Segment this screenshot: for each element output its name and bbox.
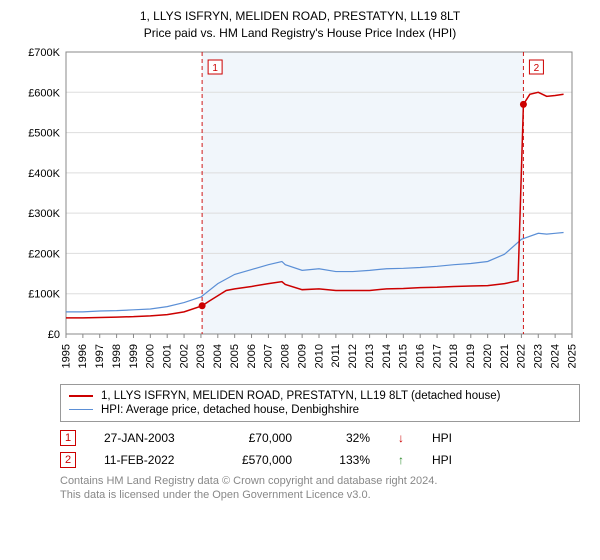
svg-text:£0: £0 xyxy=(48,329,60,341)
svg-text:1999: 1999 xyxy=(128,344,140,368)
title-line-2: Price paid vs. HM Land Registry's House … xyxy=(14,25,586,42)
svg-text:2: 2 xyxy=(534,63,540,74)
svg-text:£300K: £300K xyxy=(28,208,60,220)
svg-text:£500K: £500K xyxy=(28,127,60,139)
legend-label: 1, LLYS ISFRYN, MELIDEN ROAD, PRESTATYN,… xyxy=(101,390,500,402)
legend-item: 1, LLYS ISFRYN, MELIDEN ROAD, PRESTATYN,… xyxy=(69,389,571,403)
title-line-1: 1, LLYS ISFRYN, MELIDEN ROAD, PRESTATYN,… xyxy=(14,8,586,25)
svg-text:£100K: £100K xyxy=(28,288,60,300)
attribution: Contains HM Land Registry data © Crown c… xyxy=(60,474,586,503)
svg-text:1997: 1997 xyxy=(94,344,106,368)
title-block: 1, LLYS ISFRYN, MELIDEN ROAD, PRESTATYN,… xyxy=(14,8,586,42)
legend-box: 1, LLYS ISFRYN, MELIDEN ROAD, PRESTATYN,… xyxy=(60,384,580,422)
chart-area: £0 £100K £200K £300K £400K £500K £600K £700K 199… xyxy=(20,48,580,378)
svg-text:£700K: £700K xyxy=(28,48,60,59)
marker-date: 11-FEB-2022 xyxy=(104,453,194,467)
svg-text:2020: 2020 xyxy=(482,344,494,368)
svg-text:2013: 2013 xyxy=(364,344,376,368)
svg-text:2010: 2010 xyxy=(313,344,325,368)
chart-container: 1, LLYS ISFRYN, MELIDEN ROAD, PRESTATYN,… xyxy=(0,0,600,560)
marker-table: 1 27-JAN-2003 £70,000 32% ↓ HPI 2 11-FEB… xyxy=(60,430,586,468)
svg-text:2011: 2011 xyxy=(330,344,342,368)
svg-text:2015: 2015 xyxy=(398,344,410,368)
svg-text:2025: 2025 xyxy=(566,344,578,368)
legend-swatch xyxy=(69,409,93,410)
svg-text:2023: 2023 xyxy=(533,344,545,368)
attrib-line-2: This data is licensed under the Open Gov… xyxy=(60,488,586,502)
legend-item: HPI: Average price, detached house, Denb… xyxy=(69,403,571,417)
svg-text:£200K: £200K xyxy=(28,248,60,260)
svg-text:2012: 2012 xyxy=(347,344,359,368)
marker-row: 1 27-JAN-2003 £70,000 32% ↓ HPI xyxy=(60,430,586,446)
chart-svg: £0 £100K £200K £300K £400K £500K £600K £700K 199… xyxy=(20,48,580,378)
marker-suffix: HPI xyxy=(432,431,452,445)
svg-text:1998: 1998 xyxy=(111,344,123,368)
svg-text:2008: 2008 xyxy=(280,344,292,368)
marker-arrow: ↑ xyxy=(398,453,404,467)
marker-price: £70,000 xyxy=(222,431,292,445)
svg-text:2022: 2022 xyxy=(516,344,528,368)
marker-arrow: ↓ xyxy=(398,431,404,445)
svg-text:2024: 2024 xyxy=(549,344,561,368)
svg-text:1: 1 xyxy=(212,63,218,74)
legend-label: HPI: Average price, detached house, Denb… xyxy=(101,404,359,416)
marker-date: 27-JAN-2003 xyxy=(104,431,194,445)
svg-text:2002: 2002 xyxy=(178,344,190,368)
attrib-line-1: Contains HM Land Registry data © Crown c… xyxy=(60,474,586,488)
svg-text:1996: 1996 xyxy=(77,344,89,368)
marker-badge: 2 xyxy=(60,452,76,468)
marker-row: 2 11-FEB-2022 £570,000 133% ↑ HPI xyxy=(60,452,586,468)
marker-badge: 1 xyxy=(60,430,76,446)
svg-text:1995: 1995 xyxy=(60,344,72,368)
svg-text:2004: 2004 xyxy=(212,344,224,368)
marker-price: £570,000 xyxy=(222,453,292,467)
svg-text:2007: 2007 xyxy=(263,344,275,368)
svg-text:2009: 2009 xyxy=(296,344,308,368)
svg-text:2017: 2017 xyxy=(431,344,443,368)
svg-text:2021: 2021 xyxy=(499,344,511,368)
svg-text:2016: 2016 xyxy=(415,344,427,368)
legend-swatch xyxy=(69,395,93,397)
svg-text:2000: 2000 xyxy=(145,344,157,368)
svg-text:£400K: £400K xyxy=(28,167,60,179)
marker-pct: 32% xyxy=(320,431,370,445)
svg-text:2001: 2001 xyxy=(161,344,173,368)
svg-text:2005: 2005 xyxy=(229,344,241,368)
marker-suffix: HPI xyxy=(432,453,452,467)
svg-text:2018: 2018 xyxy=(448,344,460,368)
svg-text:2019: 2019 xyxy=(465,344,477,368)
svg-text:2006: 2006 xyxy=(246,344,258,368)
svg-text:£600K: £600K xyxy=(28,87,60,99)
svg-text:2014: 2014 xyxy=(381,344,393,368)
marker-pct: 133% xyxy=(320,453,370,467)
svg-text:2003: 2003 xyxy=(195,344,207,368)
